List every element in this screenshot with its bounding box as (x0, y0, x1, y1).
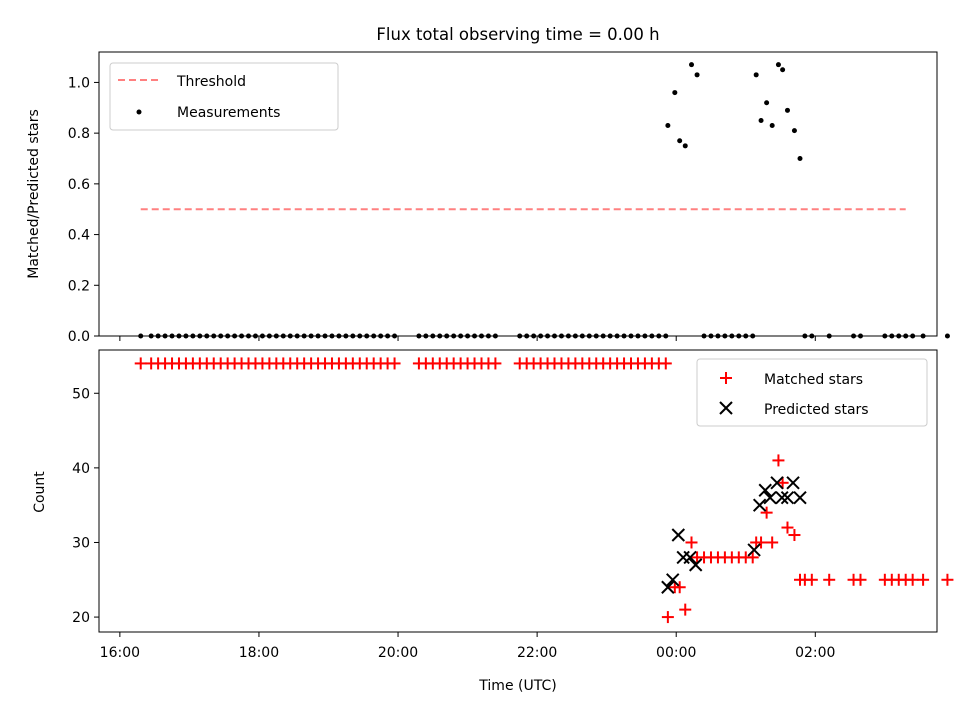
matched-star-point (685, 536, 698, 549)
predicted-legend-marker (719, 401, 733, 415)
matched-legend-marker (720, 372, 732, 384)
chart-title: Flux total observing time = 0.00 h (376, 25, 659, 44)
predicted-legend-label: Predicted stars (764, 402, 869, 418)
top-y-tick-label: 0.8 (68, 126, 90, 142)
top-legend-box (109, 62, 339, 131)
predicted-star-point (666, 573, 680, 587)
x-tick-label: 02:00 (795, 645, 835, 661)
bottom-y-tick-label: 30 (72, 535, 90, 551)
top-y-tick-label: 0.0 (68, 329, 90, 345)
matched-star-point (941, 573, 954, 586)
matched-star-point (772, 454, 785, 467)
matched-star-point (788, 529, 801, 542)
matched-star-point (781, 521, 794, 534)
bottom-legend-box (696, 358, 928, 427)
bottom-legend: Matched stars Predicted stars (696, 358, 928, 427)
matched-star-point (823, 573, 836, 586)
measurement-point (764, 100, 770, 106)
predicted-star-point (780, 491, 795, 505)
x-tick-label: 20:00 (378, 645, 418, 661)
matched-star-point (906, 573, 919, 586)
measurement-point (682, 143, 688, 149)
matched-star-point (673, 581, 686, 594)
measurement-point (797, 156, 803, 161)
predicted-star-point (793, 491, 807, 505)
measurements-legend-label: Measurements (177, 105, 280, 121)
top-y-tick-label: 0.6 (68, 177, 90, 193)
x-axis-label: Time (UTC) (478, 678, 556, 694)
top-y-axis-label: Matched/Predicted stars (26, 109, 42, 279)
measurement-point (758, 117, 764, 123)
matched-star-point (134, 357, 147, 370)
predicted-star-point (786, 476, 800, 490)
matched-star-point (776, 476, 789, 489)
matched-star-point (854, 573, 867, 586)
predicted-star-point (763, 491, 777, 505)
matched-star-point (805, 573, 818, 586)
predicted-star-point (775, 491, 789, 505)
threshold-legend-label: Threshold (176, 74, 246, 90)
matched-star-point (679, 603, 692, 616)
x-tick-label: 00:00 (656, 645, 696, 661)
x-tick-label: 18:00 (239, 645, 279, 661)
top-panel: 0.0 0.2 0.4 0.6 0.8 1.0 Matched/Predicted sta… (26, 51, 950, 345)
bottom-y-tick-label: 50 (72, 386, 90, 402)
top-x-ticks (119, 336, 816, 341)
top-y-ticks: 0.0 0.2 0.4 0.6 0.8 1.0 (68, 75, 99, 345)
measurement-point (784, 107, 790, 113)
predicted-star-point (661, 580, 675, 594)
matched-star-point (766, 536, 779, 549)
matched-star-point (659, 357, 672, 370)
measurements-legend-marker (136, 109, 142, 115)
measurement-point (769, 123, 775, 129)
bottom-axes-frame (98, 349, 938, 633)
predicted-star-point (747, 543, 761, 557)
measurement-point (672, 90, 678, 96)
bottom-y-tick-label: 20 (72, 610, 90, 626)
measurement-point (780, 67, 786, 73)
matched-star-point (746, 551, 759, 564)
top-y-tick-label: 0.2 (68, 278, 90, 294)
bottom-x-ticks: 16:00 18:00 20:00 22:00 00:00 02:00 (100, 632, 835, 661)
matched-star-point (760, 506, 773, 519)
predicted-star-point (688, 558, 703, 572)
bottom-plot-area (134, 357, 954, 624)
measurement-point (694, 72, 700, 78)
matched-star-point (489, 357, 502, 370)
bottom-y-tick-label: 40 (72, 461, 90, 477)
measurement-point (791, 128, 797, 134)
measurement-point (753, 72, 759, 78)
bottom-y-ticks: 20 30 40 50 (72, 386, 99, 626)
top-y-tick-label: 1.0 (68, 75, 90, 91)
x-tick-label: 16:00 (100, 645, 140, 661)
top-y-tick-label: 0.4 (68, 228, 90, 244)
x-tick-label: 22:00 (517, 645, 557, 661)
matched-star-point (388, 357, 401, 370)
measurement-point (944, 333, 950, 339)
matched-star-point (661, 611, 674, 624)
measurement-point (665, 123, 671, 129)
predicted-star-point (770, 476, 784, 490)
top-axes-frame (98, 51, 938, 337)
measurement-point (689, 62, 695, 68)
predicted-star-point (683, 550, 697, 565)
predicted-star-point (758, 483, 772, 497)
measurement-point (677, 138, 683, 144)
matched-star-point (917, 573, 930, 586)
matched-legend-label: Matched stars (764, 372, 863, 388)
top-legend: Threshold Measurements (109, 62, 339, 131)
predicted-star-point (752, 498, 767, 512)
bottom-y-axis-label: Count (32, 471, 48, 513)
predicted-star-point (671, 528, 686, 542)
matched-star-point (755, 536, 768, 549)
measurement-point (775, 62, 781, 68)
